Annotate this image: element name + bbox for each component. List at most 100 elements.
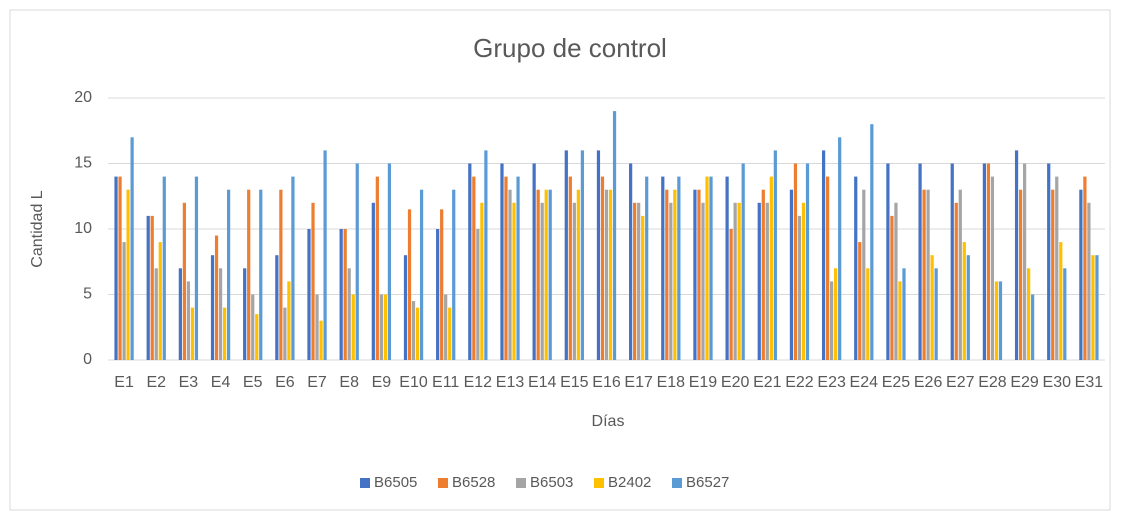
bar — [383, 294, 388, 360]
x-tick-label: E29 — [1010, 374, 1039, 391]
x-tick-label: E1 — [114, 374, 134, 391]
bar — [633, 202, 637, 360]
x-tick-label: E28 — [978, 374, 1007, 391]
bar — [247, 189, 251, 360]
bar — [315, 294, 319, 360]
bar — [307, 229, 311, 360]
bar — [468, 163, 472, 360]
bar — [1059, 242, 1063, 360]
x-tick-label: E30 — [1043, 374, 1072, 391]
legend-label: B6505 — [374, 474, 417, 491]
bar — [444, 294, 448, 360]
bar — [608, 189, 613, 360]
bar — [214, 235, 219, 360]
y-axis-label: Cantidad L — [29, 190, 46, 267]
bar — [669, 202, 673, 360]
bar — [821, 150, 826, 360]
bar — [355, 163, 359, 360]
bar — [130, 137, 134, 360]
x-tick-label: E8 — [339, 374, 359, 391]
bar — [339, 229, 343, 360]
bar — [122, 242, 126, 360]
legend-swatch — [516, 478, 526, 488]
bar — [375, 176, 379, 360]
x-tick-label: E3 — [179, 374, 199, 391]
bar — [934, 268, 938, 360]
bar — [1051, 189, 1055, 360]
bar — [178, 268, 182, 360]
bar — [966, 255, 970, 360]
bar — [805, 163, 810, 360]
bar — [222, 307, 227, 360]
bar — [930, 255, 934, 360]
bar — [568, 176, 572, 360]
y-tick-label: 15 — [74, 155, 92, 172]
bar — [737, 202, 741, 360]
bar — [697, 189, 701, 360]
bar — [351, 294, 355, 360]
bar — [673, 189, 677, 360]
bar — [243, 268, 247, 360]
y-tick-label: 5 — [83, 286, 92, 303]
bar — [387, 163, 392, 360]
bar — [484, 150, 488, 360]
bar — [1091, 255, 1095, 360]
bar — [1027, 268, 1031, 360]
x-tick-label: E17 — [624, 374, 653, 391]
bar — [600, 176, 605, 360]
bar — [162, 176, 166, 360]
bar — [347, 268, 351, 360]
bar — [629, 163, 633, 360]
bar — [825, 176, 830, 360]
bar — [186, 281, 191, 360]
bar — [950, 163, 954, 360]
x-tick-label: E25 — [882, 374, 911, 391]
bar — [596, 150, 601, 360]
x-tick-label: E23 — [817, 374, 846, 391]
bar — [287, 281, 291, 360]
bar — [182, 202, 186, 360]
bar — [275, 255, 279, 360]
x-tick-label: E7 — [307, 374, 327, 391]
chart-title: Grupo de control — [473, 33, 667, 63]
bar — [210, 255, 215, 360]
x-tick-label: E16 — [592, 374, 621, 391]
bar — [343, 229, 347, 360]
bar — [379, 294, 383, 360]
bar — [773, 150, 777, 360]
bar — [854, 176, 858, 360]
x-tick-label: E11 — [432, 374, 459, 391]
legend-label: B6527 — [686, 474, 729, 491]
x-tick-label: E2 — [146, 374, 166, 391]
bar — [150, 215, 154, 360]
bar — [701, 202, 705, 360]
bar — [158, 242, 162, 360]
bar — [536, 189, 540, 360]
bar — [436, 229, 440, 360]
bar — [540, 202, 544, 360]
bar — [765, 202, 769, 360]
x-tick-label: E9 — [372, 374, 392, 391]
bar — [452, 189, 456, 360]
bar — [789, 189, 794, 360]
bar — [480, 202, 484, 360]
bar — [411, 301, 416, 360]
bar — [902, 268, 906, 360]
bar — [922, 189, 926, 360]
bar — [769, 176, 773, 360]
x-tick-label: E27 — [946, 374, 975, 391]
bar — [476, 229, 480, 360]
bar — [604, 189, 609, 360]
bar — [311, 202, 315, 360]
bar — [194, 176, 199, 360]
bar — [918, 163, 922, 360]
bar — [415, 307, 420, 360]
bar — [990, 176, 995, 360]
bar — [1087, 202, 1091, 360]
bar — [733, 202, 737, 360]
bar — [1018, 189, 1023, 360]
legend-swatch — [438, 478, 448, 488]
x-tick-label: E6 — [275, 374, 295, 391]
bar — [797, 215, 802, 360]
x-tick-label: E19 — [689, 374, 718, 391]
